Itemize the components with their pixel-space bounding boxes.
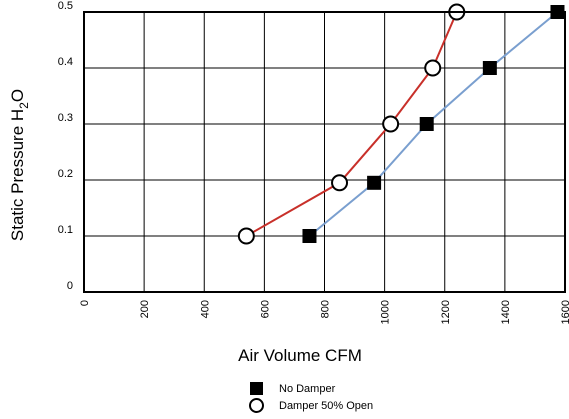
y-tick-label: 0.1 [58, 224, 73, 236]
grid-lines [84, 11, 565, 292]
data-point-square [419, 117, 434, 131]
y-tick-label: 0.5 [58, 0, 73, 12]
data-point-square [482, 61, 497, 75]
x-tick-label: 1200 [440, 300, 452, 324]
x-tick-label: 800 [320, 300, 332, 318]
series-markers [237, 3, 565, 245]
x-tick-label: 400 [199, 300, 211, 318]
y-axis-title: Static Pressure H2O [8, 89, 31, 241]
legend-swatch-square [250, 382, 263, 395]
data-point-circle [331, 174, 349, 192]
x-tick-label: 1000 [380, 300, 392, 324]
y-tick-label: 0 [67, 280, 73, 292]
data-point-square [367, 175, 382, 190]
data-point-circle [237, 227, 255, 245]
y-tick-labels: 0 0.1 0.2 0.3 0.4 0.5 [58, 0, 73, 292]
x-tick-label: 1400 [500, 300, 512, 324]
legend-label: No Damper [279, 383, 336, 395]
y-tick-label: 0.4 [58, 56, 73, 68]
legend: No Damper Damper 50% Open [249, 382, 373, 413]
data-point-circle [424, 59, 442, 77]
x-tick-labels: 0 200 400 600 800 1000 1200 1400 1600 [79, 300, 569, 324]
plot-frame [83, 11, 566, 293]
y-tick-label: 0.2 [58, 168, 73, 180]
x-tick-label: 600 [259, 300, 271, 318]
x-tick-label: 0 [79, 300, 91, 306]
x-tick-label: 200 [139, 300, 151, 318]
data-point-circle [382, 115, 400, 133]
y-tick-label: 0.3 [58, 112, 73, 124]
x-tick-label: 1600 [560, 300, 569, 324]
legend-swatch-circle [249, 398, 264, 413]
x-axis-title: Air Volume CFM [238, 346, 362, 365]
legend-label: Damper 50% Open [279, 400, 373, 412]
data-point-square [302, 229, 317, 243]
